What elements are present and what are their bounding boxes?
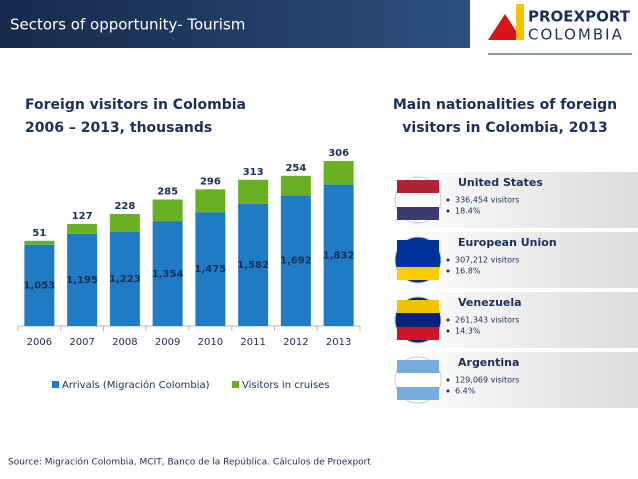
header-bar (0, 0, 470, 48)
country-stat: 336,454 visitors (455, 196, 519, 205)
x-tick-label: 2012 (283, 337, 308, 348)
flag (397, 180, 439, 193)
data-label: 306 (328, 148, 349, 159)
flag (397, 300, 439, 313)
bar-segment (152, 199, 183, 222)
bar-segment (67, 223, 98, 234)
country-stat: 307,212 visitors (455, 256, 519, 265)
data-label: 1,832 (323, 250, 355, 261)
bar-segment (323, 184, 354, 326)
data-label: 1,354 (152, 269, 184, 280)
data-label: 1,582 (237, 260, 269, 271)
country-name: United States (458, 176, 543, 189)
bar-segment (280, 195, 311, 326)
flag (397, 387, 439, 400)
bullet (446, 329, 450, 333)
data-label: 1,475 (195, 264, 227, 275)
flag (397, 327, 439, 340)
x-tick-label: 2007 (69, 337, 94, 348)
bar-segment (24, 240, 55, 245)
logo-text: COLOMBIA (528, 26, 624, 44)
x-tick-label: 2008 (112, 337, 137, 348)
flag (397, 360, 439, 373)
panel-title: visitors in Colombia, 2013 (402, 120, 607, 136)
legend-label: Visitors in cruises (242, 380, 330, 391)
chart-title: 2006 – 2013, thousands (25, 120, 212, 136)
bar-segment (195, 189, 226, 213)
x-tick-label: 2010 (198, 337, 223, 348)
bullet (446, 258, 450, 262)
legend-swatch (232, 381, 239, 388)
country-name: European Union (458, 236, 557, 249)
country-stat: 129,069 visitors (455, 376, 519, 385)
bullet (446, 378, 450, 382)
country-stat: 261,343 visitors (455, 316, 519, 325)
bar-segment (195, 212, 226, 326)
country-stat: 16.8% (455, 267, 481, 276)
data-label: 1,053 (24, 280, 56, 291)
country-name: Argentina (458, 356, 519, 369)
bar-segment (109, 231, 140, 326)
x-tick-label: 2013 (326, 337, 351, 348)
x-tick-label: 2011 (240, 337, 265, 348)
logo-text: PROEXPORT (528, 8, 631, 26)
data-label: 285 (157, 187, 178, 198)
logo-mark (516, 4, 524, 40)
source: Source: Migración Colombia, MCIT, Banco … (8, 457, 371, 468)
legend-swatch (52, 381, 59, 388)
data-label: 1,692 (280, 256, 312, 267)
data-label: 296 (200, 176, 221, 187)
bullet (446, 269, 450, 273)
data-label: 313 (243, 167, 264, 178)
data-label: 127 (72, 211, 93, 222)
data-label: 254 (285, 163, 306, 174)
bar-segment (109, 214, 140, 232)
bar-segment (67, 233, 98, 326)
data-label: 1,195 (66, 275, 98, 286)
legend-label: Arrivals (Migración Colombia) (62, 379, 210, 391)
country-stat: 18.4% (455, 207, 481, 216)
bar-segment (24, 244, 55, 326)
data-label: 228 (114, 201, 135, 212)
bar-segment (280, 175, 311, 196)
flag (397, 267, 439, 280)
country-stat: 14.3% (455, 327, 481, 336)
chart-title: Foreign visitors in Colombia (25, 97, 246, 113)
country-stat: 6.4% (455, 387, 476, 396)
bar-segment (323, 161, 354, 185)
data-label: 1,223 (109, 274, 141, 285)
bullet (446, 389, 450, 393)
flag (397, 240, 439, 253)
bullet (446, 209, 450, 213)
slide-title: Sectors of opportunity- Tourism (10, 16, 245, 34)
country-name: Venezuela (458, 296, 522, 309)
data-label: 51 (32, 228, 46, 239)
bar-segment (238, 179, 269, 204)
bullet (446, 318, 450, 322)
x-tick-label: 2009 (155, 337, 180, 348)
bullet (446, 198, 450, 202)
x-tick-label: 2006 (27, 337, 52, 348)
logo-mark (488, 14, 522, 40)
panel-title: Main nationalities of foreign (393, 97, 617, 113)
bar-segment (238, 203, 269, 326)
flag (397, 207, 439, 220)
bar-segment (152, 221, 183, 326)
